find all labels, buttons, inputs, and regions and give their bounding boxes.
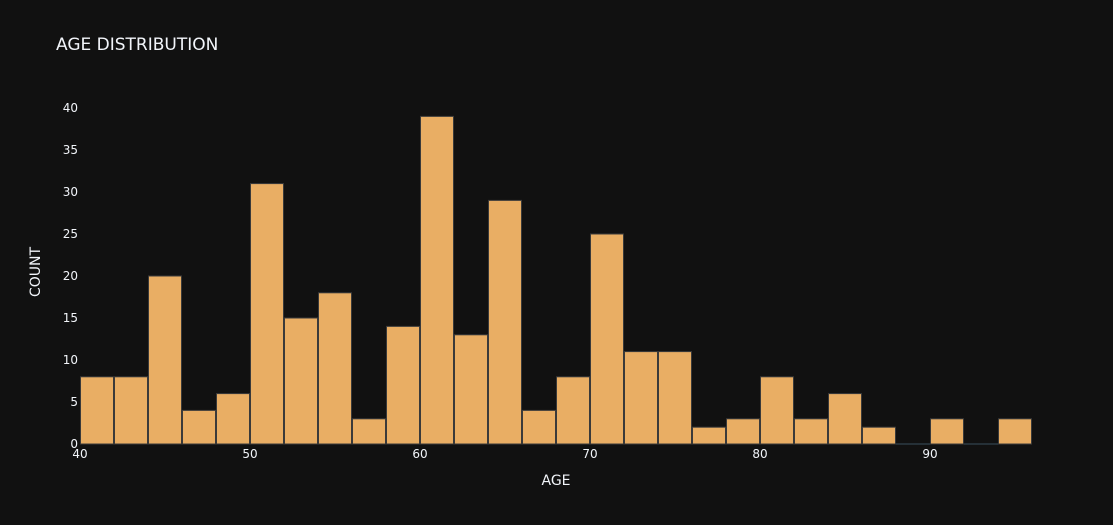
histogram-bar[interactable]	[114, 376, 148, 445]
y-tick-label: 35	[63, 143, 78, 157]
histogram-bar[interactable]	[182, 409, 216, 445]
histogram-bar[interactable]	[454, 334, 488, 445]
histogram-bar[interactable]	[488, 199, 522, 445]
histogram-bar[interactable]	[386, 325, 420, 445]
histogram-bar[interactable]	[352, 418, 386, 445]
x-axis-title: AGE	[541, 473, 570, 489]
x-tick-label: 70	[582, 447, 597, 461]
x-tick-label: 80	[752, 447, 767, 461]
histogram-bar[interactable]	[80, 376, 114, 445]
x-tick-label: 60	[412, 447, 427, 461]
histogram-bar[interactable]	[250, 183, 284, 445]
histogram-bar[interactable]	[692, 426, 726, 445]
histogram-bar[interactable]	[216, 393, 250, 445]
histogram-bar[interactable]	[590, 233, 624, 445]
y-tick-label: 0	[70, 437, 78, 451]
histogram-bar[interactable]	[828, 393, 862, 445]
histogram-bar[interactable]	[284, 317, 318, 445]
histogram-bar[interactable]	[862, 426, 896, 445]
x-tick-label: 40	[72, 447, 87, 461]
histogram-bar[interactable]	[420, 115, 454, 445]
histogram-bar[interactable]	[726, 418, 760, 445]
y-axis-ticks: 0 5 10 15 20 25 30 35 40	[63, 101, 78, 451]
y-tick-label: 20	[63, 269, 78, 283]
histogram-bar[interactable]	[658, 351, 692, 445]
y-axis-title: COUNT	[28, 247, 44, 298]
x-tick-label: 90	[922, 447, 937, 461]
histogram-bar[interactable]	[930, 418, 964, 445]
y-tick-label: 30	[63, 185, 78, 199]
histogram-bar[interactable]	[522, 409, 556, 445]
bars-group	[80, 115, 1032, 445]
histogram-bar[interactable]	[624, 351, 658, 445]
x-axis-ticks: 40 50 60 70 80 90	[72, 447, 937, 461]
y-tick-label: 5	[70, 395, 78, 409]
y-tick-label: 25	[63, 227, 78, 241]
y-tick-label: 15	[63, 311, 78, 325]
histogram-bar[interactable]	[998, 418, 1032, 445]
histogram-bar[interactable]	[794, 418, 828, 445]
histogram-bar[interactable]	[556, 376, 590, 445]
y-tick-label: 40	[63, 101, 78, 115]
histogram-bar[interactable]	[318, 292, 352, 445]
x-tick-label: 50	[242, 447, 257, 461]
chart-title: AGE DISTRIBUTION	[56, 35, 218, 55]
y-tick-label: 10	[63, 353, 78, 367]
histogram-bar[interactable]	[760, 376, 794, 445]
histogram-bar[interactable]	[148, 275, 182, 445]
